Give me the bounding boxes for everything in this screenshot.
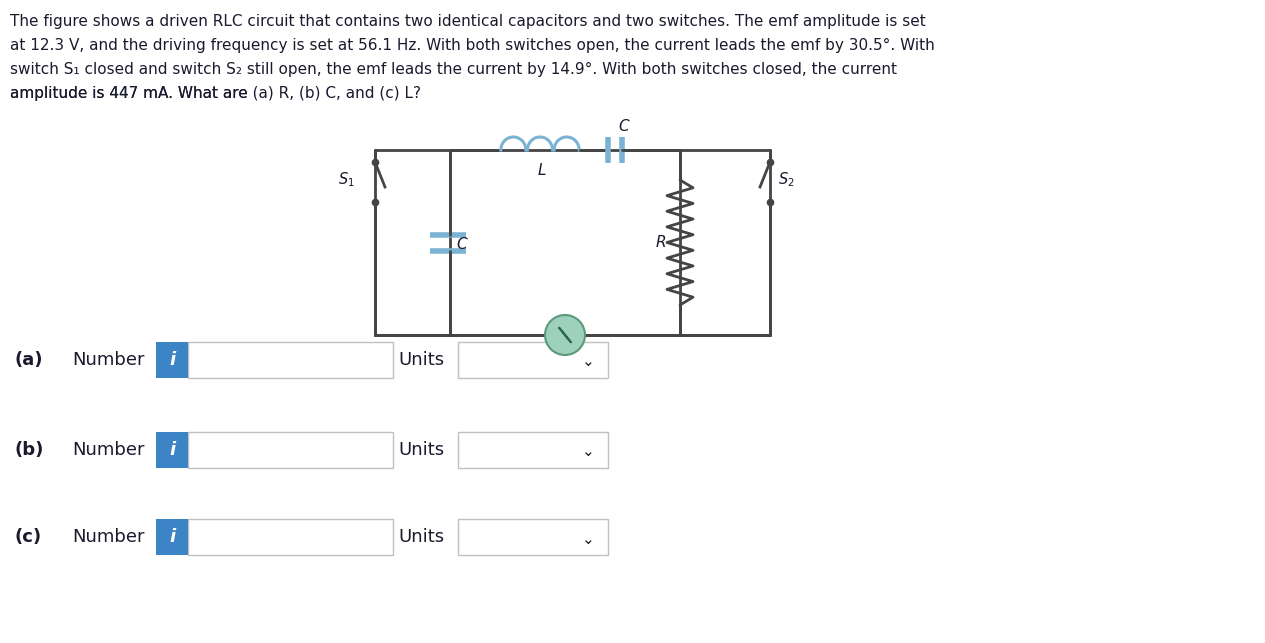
Text: $S_1$: $S_1$ [338, 170, 355, 189]
Bar [188, 519, 393, 555]
Circle shape [545, 315, 584, 355]
Bar [458, 432, 608, 468]
Text: C: C [455, 237, 467, 252]
Text: i: i [170, 528, 175, 546]
Bar [458, 519, 608, 555]
Bar [156, 432, 188, 468]
Bar [458, 342, 608, 378]
Text: Number: Number [72, 441, 144, 459]
Text: Number: Number [72, 528, 144, 546]
Text: ⌄: ⌄ [582, 444, 595, 460]
Text: (c): (c) [14, 528, 42, 546]
Text: Units: Units [398, 351, 444, 369]
Text: (a): (a) [14, 351, 43, 369]
Text: $S_2$: $S_2$ [778, 170, 794, 189]
Text: i: i [170, 441, 175, 459]
Bar [188, 432, 393, 468]
Text: i: i [170, 351, 175, 369]
Bar [188, 342, 393, 378]
Text: ⌄: ⌄ [582, 532, 595, 547]
Text: amplitude is 447 mA. What are ​(a)​ R, ​(b)​ C, and ​(c)​ L?: amplitude is 447 mA. What are ​(a)​ R, ​… [10, 86, 421, 101]
Text: Number: Number [72, 351, 144, 369]
Text: R: R [657, 235, 667, 250]
Text: Units: Units [398, 441, 444, 459]
Text: amplitude is 447 mA. What are: amplitude is 447 mA. What are [10, 86, 253, 101]
Text: C: C [619, 119, 629, 134]
Bar [156, 519, 188, 555]
Text: Units: Units [398, 528, 444, 546]
Text: L: L [538, 163, 546, 178]
Bar [156, 342, 188, 378]
Text: at 12.3 V, and the driving frequency is set at 56.1 Hz. With both switches open,: at 12.3 V, and the driving frequency is … [10, 38, 935, 53]
Text: ⌄: ⌄ [582, 354, 595, 370]
Text: The figure shows a driven ​RLC​ circuit that contains two identical capacitors a: The figure shows a driven ​RLC​ circuit … [10, 14, 926, 29]
Text: switch S₁ closed and switch S₂ still open, the emf leads the current by 14.9°. W: switch S₁ closed and switch S₂ still ope… [10, 62, 897, 77]
Text: (b): (b) [14, 441, 43, 459]
